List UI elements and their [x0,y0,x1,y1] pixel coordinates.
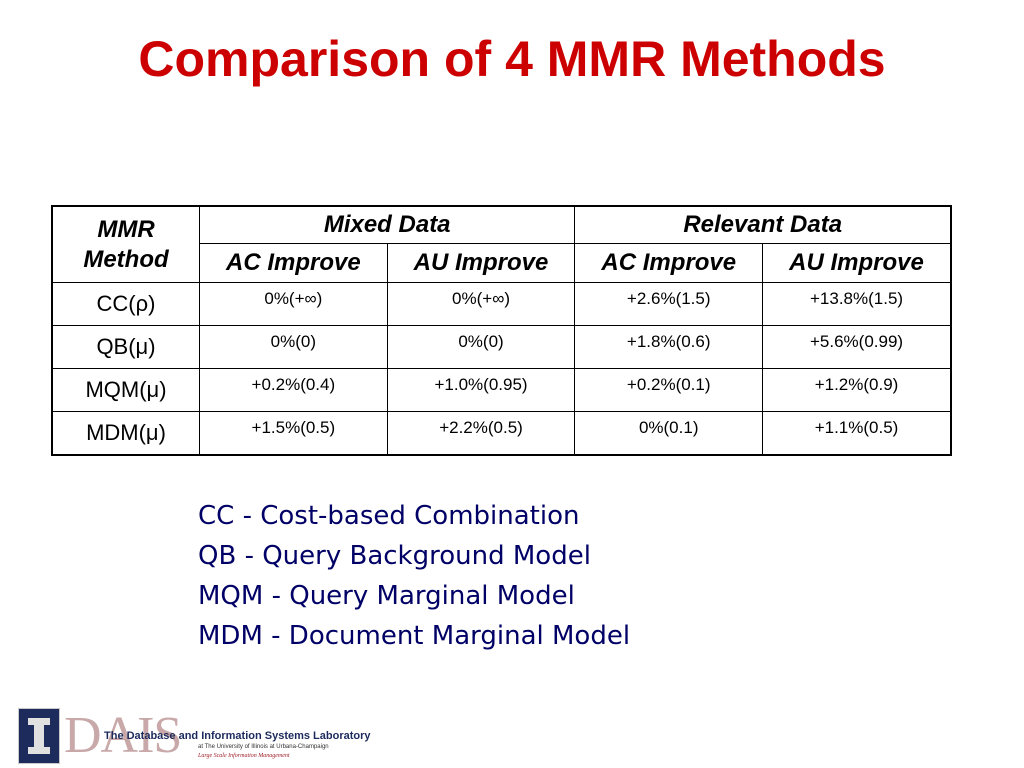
row-method: CC(ρ) [51,282,200,326]
group-header-mixed: Mixed Data [198,205,576,244]
table-cell: +2.6%(1.5) [574,282,764,326]
table-cell: +0.2%(0.1) [574,368,764,412]
dais-logo: DAIS The Database and Information System… [18,707,371,766]
subheader-mixed-au: AU Improve [386,243,576,283]
table-cell: 0%(+∞) [386,282,576,326]
logo-lab-name: The Database and Information Systems Lab… [104,730,371,742]
table-row: QB(μ) 0%(0) 0%(0) +1.8%(0.6) +5.6%(0.99) [51,325,952,369]
method-header-line-2: Method [83,245,169,273]
table-cell: +1.0%(0.95) [386,368,576,412]
legend-item: QB - Query Background Model [198,541,591,571]
group-header-relevant: Relevant Data [574,205,952,244]
abbreviation-legend: CC - Cost-based Combination QB - Query B… [198,496,630,656]
row-method: QB(μ) [51,325,200,369]
table-cell: 0%(0) [199,325,388,369]
subheader-relevant-ac: AC Improve [574,243,764,283]
table-cell: +1.5%(0.5) [199,411,388,456]
table-cell: 0%(+∞) [199,282,388,326]
comparison-table: MMR Method Mixed Data Relevant Data AC I… [51,205,952,456]
illinois-emblem-icon [18,708,60,764]
table-cell: +13.8%(1.5) [762,282,952,326]
table-cell: +2.2%(0.5) [386,411,576,456]
table-cell: +5.6%(0.99) [762,325,952,369]
slide-title: Comparison of 4 MMR Methods [138,31,886,87]
legend-item: MDM - Document Marginal Model [198,621,631,651]
legend-item: MQM - Query Marginal Model [198,581,575,611]
table-row: MQM(μ) +0.2%(0.4) +1.0%(0.95) +0.2%(0.1)… [51,368,952,412]
subheader-relevant-au: AU Improve [762,243,952,283]
logo-wordmark: DAIS [64,707,182,764]
table-cell: +1.8%(0.6) [574,325,764,369]
logo-university: at The University of Illinois at Urbana-… [198,744,329,750]
table-row: CC(ρ) 0%(+∞) 0%(+∞) +2.6%(1.5) +13.8%(1.… [51,282,952,326]
table-cell: +1.2%(0.9) [762,368,952,412]
subheader-mixed-ac: AC Improve [199,243,388,283]
legend-item: CC - Cost-based Combination [198,501,580,531]
logo-tagline: Large Scale Information Management [198,753,290,759]
table-cell: 0%(0) [386,325,576,369]
row-method: MDM(μ) [51,411,200,456]
method-header-line-1: MMR [97,215,155,243]
method-column-header: MMR Method [51,205,200,283]
table-cell: +1.1%(0.5) [762,411,952,456]
table-header-row: MMR Method Mixed Data Relevant Data [51,205,952,283]
table-cell: +0.2%(0.4) [199,368,388,412]
table-row: MDM(μ) +1.5%(0.5) +2.2%(0.5) 0%(0.1) +1.… [51,411,952,456]
table-cell: 0%(0.1) [574,411,764,456]
row-method: MQM(μ) [51,368,200,412]
